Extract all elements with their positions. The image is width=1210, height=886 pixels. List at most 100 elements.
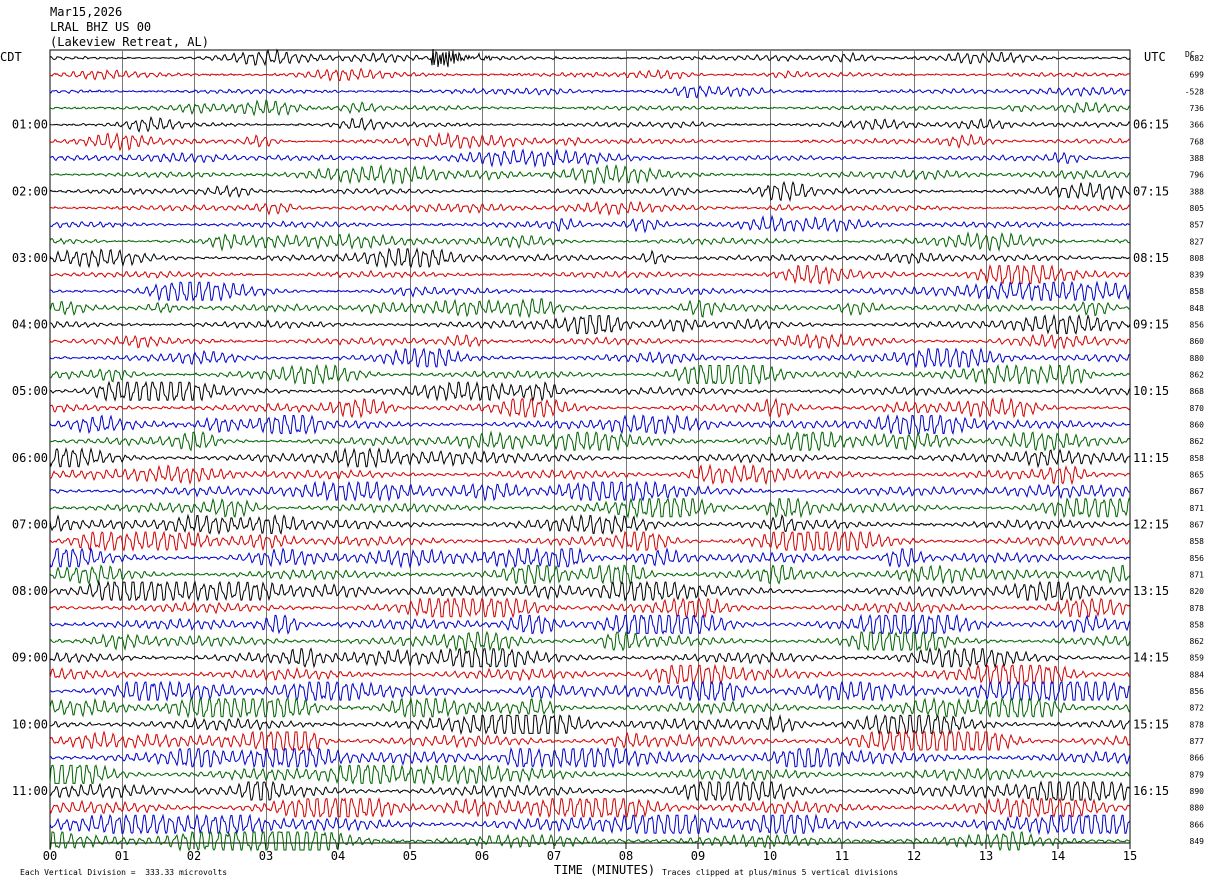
dc-offset-value: 878 xyxy=(1190,604,1205,613)
dc-offset-value: 878 xyxy=(1190,720,1205,729)
dc-offset-value: 388 xyxy=(1190,154,1205,163)
dc-label: DC xyxy=(1185,50,1195,59)
trace-row-38 xyxy=(49,680,1131,702)
dc-offset-value: 682 xyxy=(1190,54,1205,63)
x-tick-label: 01 xyxy=(115,849,129,863)
dc-offset-value: 872 xyxy=(1190,704,1205,713)
left-hour-label: 03:00 xyxy=(12,251,48,265)
dc-offset-value: 857 xyxy=(1190,221,1205,230)
x-tick-label: 05 xyxy=(403,849,417,863)
chart-location: (Lakeview Retreat, AL) xyxy=(50,35,209,49)
trace-row-45 xyxy=(49,797,1131,819)
dc-offset-value: 388 xyxy=(1190,187,1205,196)
right-timezone-label: UTC xyxy=(1144,50,1166,64)
trace-row-16 xyxy=(50,313,1131,335)
trace-row-34 xyxy=(49,613,1131,635)
right-hour-label: 14:15 xyxy=(1133,651,1169,665)
trace-row-46 xyxy=(49,813,1131,836)
dc-offset-value: 839 xyxy=(1190,271,1205,280)
dc-offset-value: 849 xyxy=(1190,837,1205,846)
trace-row-24 xyxy=(49,447,1131,469)
right-hour-label: 08:15 xyxy=(1133,251,1169,265)
dc-offset-value: 856 xyxy=(1190,554,1205,563)
trace-row-32 xyxy=(49,580,1130,602)
dc-offset-value: 871 xyxy=(1190,570,1205,579)
dc-offset-value: 859 xyxy=(1190,654,1205,663)
dc-offset-value: 699 xyxy=(1190,71,1205,80)
dc-offset-value: 856 xyxy=(1190,321,1205,330)
dc-offset-value: 858 xyxy=(1190,620,1205,629)
dc-offset-value: 858 xyxy=(1190,537,1205,546)
trace-row-15 xyxy=(49,298,1131,319)
dc-offset-value: 862 xyxy=(1190,437,1205,446)
x-tick-label: 13 xyxy=(979,849,993,863)
dc-offset-value: 870 xyxy=(1190,404,1205,413)
trace-row-39 xyxy=(49,696,1131,719)
trace-group xyxy=(49,48,1131,852)
dc-offset-value: 860 xyxy=(1190,337,1205,346)
trace-row-3 xyxy=(49,99,1131,117)
dc-offset-value: 808 xyxy=(1190,254,1205,263)
trace-row-11 xyxy=(49,231,1131,252)
x-tick-label: 03 xyxy=(259,849,273,863)
x-tick-label: 14 xyxy=(1051,849,1065,863)
right-hour-label: 16:15 xyxy=(1133,784,1169,798)
trace-row-9 xyxy=(49,200,1131,217)
dc-offset-value: 867 xyxy=(1190,520,1205,529)
trace-row-10 xyxy=(49,214,1131,234)
dc-offset-value: 884 xyxy=(1190,670,1205,679)
trace-row-6 xyxy=(49,148,1131,168)
left-hour-label: 10:00 xyxy=(12,717,48,731)
dc-offset-value: 827 xyxy=(1190,237,1205,246)
trace-row-33 xyxy=(49,597,1131,619)
dc-offset-value: 848 xyxy=(1190,304,1205,313)
dc-offset-value: 768 xyxy=(1190,137,1205,146)
x-tick-label: 00 xyxy=(43,849,57,863)
trace-row-41 xyxy=(49,730,1131,752)
trace-row-40 xyxy=(49,714,1131,736)
x-tick-label: 15 xyxy=(1123,849,1137,863)
x-tick-label: 09 xyxy=(691,849,705,863)
trace-row-36 xyxy=(49,646,1131,669)
x-tick-label: 02 xyxy=(187,849,201,863)
left-timezone-label: CDT xyxy=(0,50,22,64)
trace-row-29 xyxy=(49,530,1131,552)
trace-row-0 xyxy=(49,48,1131,68)
left-hour-label: 09:00 xyxy=(12,651,48,665)
trace-row-23 xyxy=(49,430,1131,452)
dc-offset-value: 866 xyxy=(1190,820,1205,829)
dc-offset-value: 877 xyxy=(1190,737,1205,746)
x-tick-label: 08 xyxy=(619,849,633,863)
x-tick-label: 11 xyxy=(835,849,849,863)
dc-offset-value: 862 xyxy=(1190,371,1205,380)
dc-offset-value: 866 xyxy=(1190,754,1205,763)
dc-offset-value: 890 xyxy=(1190,787,1205,796)
trace-row-47 xyxy=(49,831,1131,852)
dc-offset-value: 879 xyxy=(1190,770,1205,779)
trace-row-7 xyxy=(49,163,1131,186)
dc-offset-value: 366 xyxy=(1190,121,1205,130)
left-hour-label: 02:00 xyxy=(12,184,48,198)
right-hour-label: 11:15 xyxy=(1133,451,1169,465)
left-hour-label: 08:00 xyxy=(12,584,48,598)
x-tick-label: 04 xyxy=(331,849,345,863)
right-hour-label: 10:15 xyxy=(1133,384,1169,398)
dc-offset-value: 871 xyxy=(1190,504,1205,513)
chart-date: Mar15,2026 xyxy=(50,5,123,19)
dc-offset-value: 796 xyxy=(1190,171,1205,180)
scale-note: Each Vertical Division = 333.33 microvol… xyxy=(20,868,228,877)
x-tick-label: 07 xyxy=(547,849,561,863)
left-hour-label: 05:00 xyxy=(12,384,48,398)
trace-row-43 xyxy=(49,763,1131,786)
axis-labels: 01:00 02:00 03:00 04:00 05:00 06:00 07:00 08:00… xyxy=(12,54,1204,846)
trace-row-28 xyxy=(49,513,1131,536)
trace-row-5 xyxy=(49,131,1131,152)
trace-row-42 xyxy=(49,746,1131,769)
dc-offset-value: 856 xyxy=(1190,687,1205,696)
trace-row-4 xyxy=(49,115,1131,133)
trace-row-2 xyxy=(49,85,1131,99)
trace-row-14 xyxy=(49,280,1131,302)
x-tick-label: 10 xyxy=(763,849,777,863)
x-tick-label: 12 xyxy=(907,849,921,863)
